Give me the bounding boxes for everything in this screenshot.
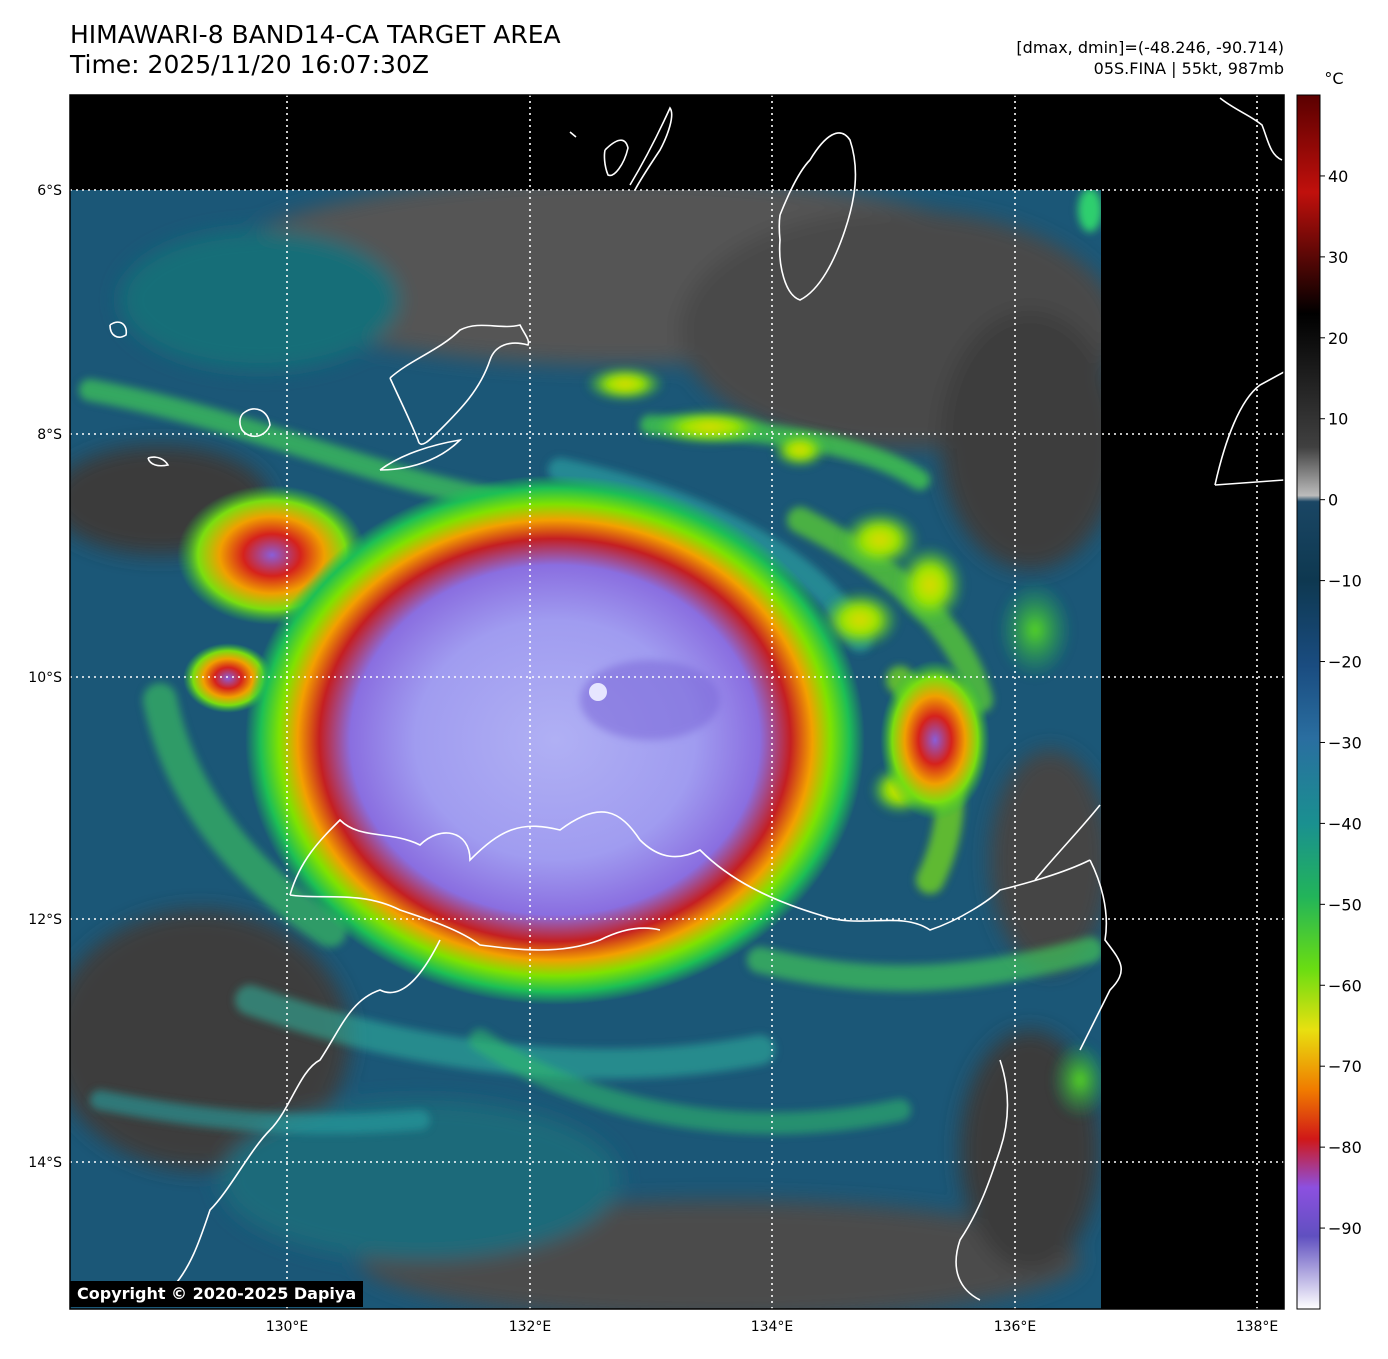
colorbar-tick-label: 10	[1328, 410, 1348, 429]
colorbar-gradient	[1296, 94, 1321, 1310]
colorbar-tick-label: 40	[1328, 167, 1348, 186]
colorbar-tick-label: 0	[1328, 491, 1338, 510]
storm-info: 05S.FINA | 55kt, 987mb	[1093, 59, 1284, 78]
colorbar-tick-label: −60	[1328, 976, 1362, 995]
colorbar-unit: °C	[1324, 69, 1343, 88]
colorbar-tick-label: −20	[1328, 653, 1362, 672]
data-range: [dmax, dmin]=(-48.246, -90.714)	[1016, 38, 1284, 57]
lon-axis-labels: 130°E 132°E 134°E 136°E 138°E	[266, 1319, 1279, 1335]
lat-tick-label: 8°S	[37, 427, 62, 443]
lat-tick-label: 14°S	[28, 1155, 62, 1171]
cyclone-central-dense-overcast	[245, 475, 865, 1005]
info-block: [dmax, dmin]=(-48.246, -90.714) 05S.FINA…	[1016, 37, 1284, 79]
colorbar-tick-label: 20	[1328, 329, 1348, 348]
copyright-badge: Copyright © 2020-2025 Dapiya	[70, 1281, 364, 1307]
colorbar-tick-label: −70	[1328, 1057, 1362, 1076]
colorbar: °C 40 30 20 10 0 −10 −20 −30 −40 −50 −60 −70 −80 −90	[1296, 69, 1362, 1310]
title-block: HIMAWARI-8 BAND14-CA TARGET AREA Time: 2…	[70, 20, 561, 80]
colorbar-tick-label: −50	[1328, 895, 1362, 914]
coastlines	[89, 97, 1284, 1301]
map-frame	[69, 94, 1285, 1310]
colorbar-ticks: 40 30 20 10 0 −10 −20 −30 −40 −50 −60 −70 −80 −90	[1320, 167, 1362, 1238]
lon-tick-label: 130°E	[266, 1319, 309, 1335]
colorbar-tick-label: 30	[1328, 248, 1348, 267]
lat-tick-label: 6°S	[37, 183, 62, 199]
convective-cell-east	[880, 660, 990, 820]
lon-tick-label: 138°E	[1236, 1319, 1279, 1335]
colorbar-tick-label: −10	[1328, 572, 1362, 591]
lat-tick-label: 12°S	[28, 912, 62, 928]
colorbar-tick-label: −80	[1328, 1138, 1362, 1157]
gridlines	[70, 95, 1284, 1309]
colorbar-tick-label: −90	[1328, 1219, 1362, 1238]
colorbar-tick-label: −30	[1328, 733, 1362, 752]
cyclone-center-spot	[589, 683, 607, 701]
satellite-imagery	[70, 190, 1101, 1309]
plot-title: HIMAWARI-8 BAND14-CA TARGET AREA	[70, 20, 561, 49]
plot-time: Time: 2025/11/20 16:07:30Z	[70, 50, 429, 79]
lat-tick-label: 10°S	[28, 670, 62, 686]
colorbar-tick-label: −40	[1328, 814, 1362, 833]
cyclone-inner-band	[580, 660, 720, 740]
lon-tick-label: 132°E	[509, 1319, 552, 1335]
lon-tick-label: 136°E	[994, 1319, 1037, 1335]
lon-tick-label: 134°E	[751, 1319, 794, 1335]
lat-axis-labels: 6°S 8°S 10°S 12°S 14°S	[28, 183, 62, 1171]
